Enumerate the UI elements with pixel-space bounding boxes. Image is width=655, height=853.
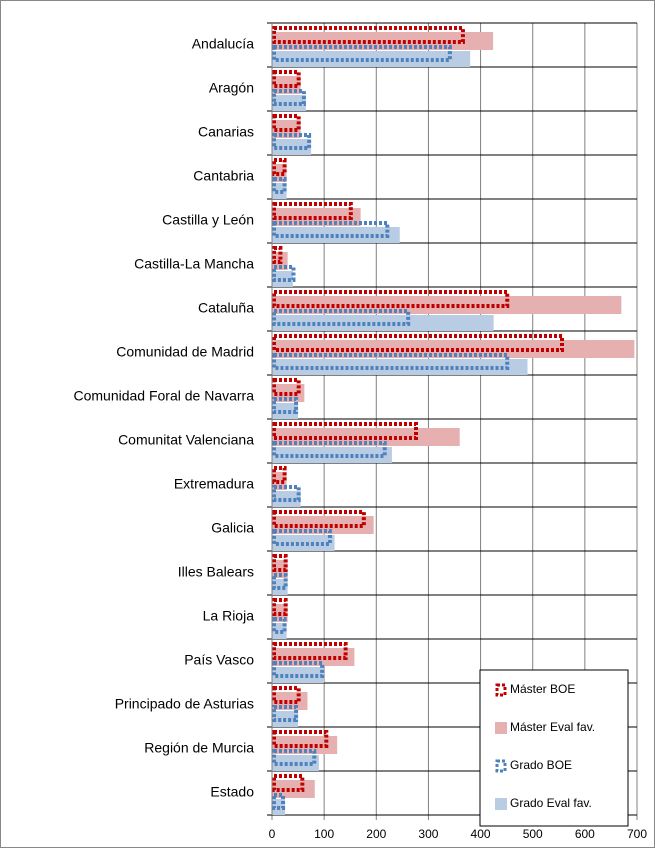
- bar: [272, 353, 510, 370]
- x-tick-label: 0: [269, 827, 276, 841]
- y-tick-label: Región de Murcia: [144, 740, 254, 756]
- y-tick-label: País Vasco: [184, 652, 254, 668]
- y-tick-label: Illes Balears: [178, 564, 254, 580]
- bar: [272, 441, 387, 458]
- bar: [272, 686, 301, 704]
- y-tick-label: Castilla-La Mancha: [134, 256, 254, 272]
- x-tick-label: 200: [366, 827, 386, 841]
- bar: [272, 642, 348, 660]
- bar: [272, 265, 296, 282]
- bar: [272, 466, 287, 484]
- bar: [272, 309, 411, 326]
- bar: [272, 623, 287, 639]
- bar: [272, 648, 355, 666]
- y-tick-label: Cataluña: [198, 300, 254, 316]
- bar: [272, 749, 317, 766]
- bar: [272, 510, 366, 528]
- x-tick-label: 300: [418, 827, 438, 841]
- bar: [272, 26, 465, 44]
- legend-swatch: [495, 722, 507, 734]
- y-tick-label: Castilla y León: [162, 212, 254, 228]
- y-tick-label: Aragón: [209, 80, 254, 96]
- bar: [272, 736, 338, 754]
- bar: [272, 221, 390, 238]
- y-tick-label: Principado de Asturias: [115, 696, 254, 712]
- bar: [272, 573, 288, 590]
- bar: [272, 45, 452, 62]
- bar: [272, 516, 374, 534]
- legend-swatch: [495, 759, 507, 773]
- bar: [272, 183, 287, 199]
- bar: [272, 177, 287, 194]
- bar: [272, 529, 332, 546]
- y-tick-label: Estado: [210, 784, 254, 800]
- bar: [272, 290, 510, 308]
- y-tick-label: Extremadura: [174, 476, 254, 492]
- x-tick-label: 600: [575, 827, 595, 841]
- legend-label: Máster Eval fav.: [510, 720, 595, 734]
- y-tick-label: Canarias: [198, 124, 254, 140]
- bar: [272, 617, 287, 634]
- bar: [272, 89, 306, 106]
- bar: [272, 774, 305, 792]
- x-tick-label: 400: [471, 827, 491, 841]
- legend-swatch: [495, 798, 507, 810]
- legend-label: Máster BOE: [510, 682, 575, 696]
- legend-label: Grado Eval fav.: [510, 796, 592, 810]
- bar: [272, 705, 299, 722]
- x-tick-label: 700: [627, 827, 647, 841]
- y-tick-label: Galicia: [211, 520, 254, 536]
- bar: [272, 422, 418, 440]
- x-tick-label: 500: [523, 827, 543, 841]
- bar: [272, 334, 564, 352]
- bar: [272, 485, 301, 502]
- y-tick-label: Andalucía: [192, 36, 254, 52]
- bar: [272, 397, 299, 414]
- bar: [272, 554, 288, 572]
- bar: [272, 661, 325, 678]
- bar: [272, 730, 329, 748]
- legend-label: Grado BOE: [510, 758, 572, 772]
- y-tick-label: Comunidad de Madrid: [116, 344, 254, 360]
- y-tick-label: Cantabria: [193, 168, 254, 184]
- bar: [272, 133, 312, 150]
- x-tick-label: 100: [314, 827, 334, 841]
- y-tick-label: La Rioja: [203, 608, 255, 624]
- bar: [272, 271, 293, 287]
- bar: [272, 114, 301, 132]
- bar: [272, 359, 528, 375]
- bar: [272, 32, 494, 50]
- y-tick-label: Comunitat Valenciana: [118, 432, 254, 448]
- bar: [272, 378, 301, 396]
- legend-swatch: [495, 683, 507, 697]
- bar: [272, 793, 286, 810]
- bar: [272, 158, 287, 176]
- bar: [272, 598, 288, 616]
- y-tick-label: Comunidad Foral de Navarra: [73, 388, 254, 404]
- bar: [272, 70, 301, 88]
